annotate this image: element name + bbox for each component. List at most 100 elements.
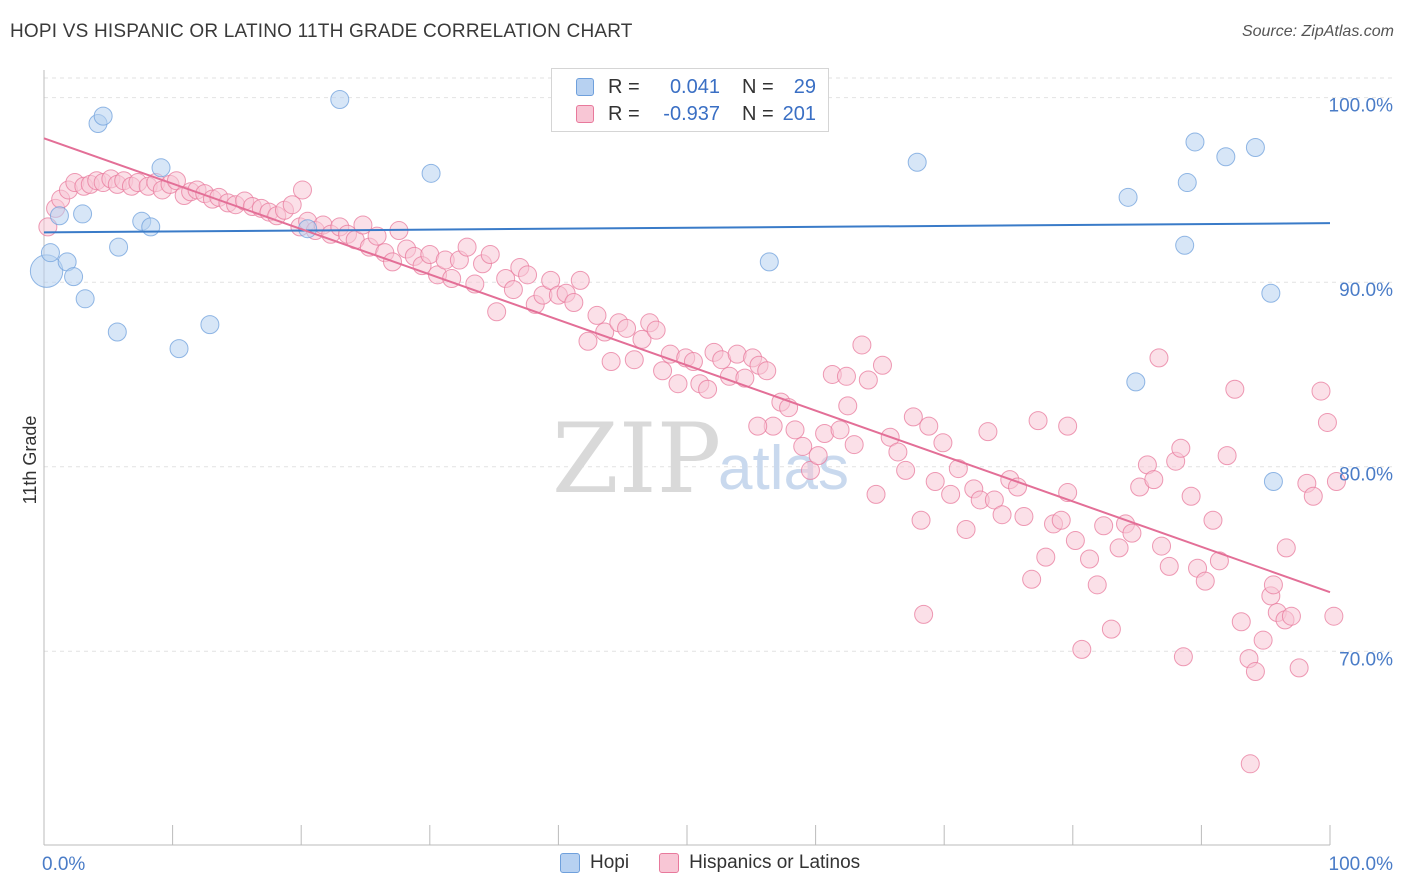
hispanic-point	[858, 370, 878, 390]
hopi-point	[759, 252, 779, 272]
hispanic-point	[956, 519, 976, 539]
hopi-point	[1245, 138, 1265, 157]
hispanic-point	[1217, 446, 1237, 466]
chart-title: HOPI VS HISPANIC OR LATINO 11TH GRADE CO…	[10, 21, 633, 42]
legend-item-hopi: Hopi	[560, 852, 629, 874]
y-tick-label: 80.0%	[1339, 465, 1393, 486]
hispanic-point	[1159, 556, 1179, 576]
hispanic-point	[1028, 411, 1048, 431]
hispanic-point	[1225, 379, 1245, 399]
series-legend: Hopi Hispanics or Latinos	[560, 852, 890, 874]
tick-labels: 70.0% 80.0% 90.0% 100.0% 0.0% 100.0%	[42, 96, 1393, 875]
hispanic-point	[367, 226, 387, 246]
hispanic-point	[518, 265, 538, 285]
hopi-point	[1263, 471, 1283, 491]
hispanic-point	[735, 368, 755, 388]
hispanic-point	[800, 460, 820, 480]
hopi-n-label: N =	[742, 75, 774, 98]
hispanic-point	[1058, 416, 1078, 436]
hopi-point	[1126, 372, 1146, 392]
hopi-trend-line	[43, 222, 1331, 234]
hispanic-point	[1022, 569, 1042, 589]
hopi-r-value: 0.041	[669, 75, 720, 98]
watermark-atlas: atlas	[718, 434, 849, 503]
hispanic-point	[992, 505, 1012, 525]
correlation-legend: R = 0.041 N = 29 R = -0.937 N = 201	[551, 68, 829, 132]
y-tick-label: 90.0%	[1339, 280, 1393, 301]
source-credit: Source: ZipAtlas.com	[1241, 23, 1394, 40]
hispanic-point	[1245, 662, 1265, 682]
hispanic-point	[292, 180, 312, 200]
hispanic-point	[282, 195, 302, 215]
hispanic-point	[457, 237, 477, 257]
hispanic-point	[564, 293, 584, 312]
hispanic-point	[624, 350, 644, 370]
hopi-point	[421, 163, 441, 183]
hispanic-point	[1195, 571, 1215, 591]
hopi-swatch	[576, 78, 594, 96]
hispanic-point	[844, 435, 864, 455]
hispanic-point	[1036, 547, 1056, 567]
hispanic-point	[1326, 471, 1346, 491]
hispanic-point	[903, 407, 923, 427]
hopi-r-label: R =	[608, 75, 640, 98]
hispanic-point	[1065, 531, 1085, 551]
hispanic-point	[487, 302, 507, 322]
hopi-point	[169, 339, 189, 359]
hispanic-point	[1203, 510, 1223, 530]
hopi-point	[907, 152, 927, 172]
hopi-point	[73, 204, 93, 224]
hopi-point	[1175, 235, 1195, 255]
hispanic-point	[1080, 549, 1100, 569]
hispanic-point	[1072, 639, 1092, 659]
hispanic-point	[888, 442, 908, 462]
hispanic-point	[1276, 538, 1296, 558]
hispanic-point	[1122, 523, 1142, 543]
hopi-point	[64, 267, 84, 287]
hopi-point	[151, 158, 171, 178]
hispanic-point	[617, 318, 637, 338]
hopi-point	[141, 217, 161, 237]
hispanic-point	[1317, 412, 1337, 432]
hopi-n-value: 29	[793, 75, 816, 98]
hispanic-point	[933, 433, 953, 453]
hispanic-point	[1149, 348, 1169, 368]
hopi-points	[29, 90, 1283, 491]
y-tick-label: 100.0%	[1329, 96, 1394, 117]
hispanic-point	[896, 460, 916, 480]
axes	[43, 70, 1331, 846]
x-tick-label-min: 0.0%	[42, 854, 85, 875]
hopi-point	[1261, 283, 1281, 303]
hispanic-point	[1101, 619, 1121, 639]
hispanic-point	[1152, 536, 1172, 556]
hispanic-point	[698, 379, 718, 399]
hispanic-point	[578, 331, 598, 351]
hispanic-point	[911, 510, 931, 530]
hispanic-point	[587, 305, 607, 325]
hispanic-point	[757, 361, 777, 381]
hispanic-point	[646, 320, 666, 340]
hispanic-point	[480, 245, 500, 265]
trend-lines	[43, 137, 1331, 594]
legend-row-hispanic: R = -0.937 N = 201	[576, 100, 816, 128]
hispanic-trend-line	[43, 137, 1331, 594]
hispanic-legend-label: Hispanics or Latinos	[689, 852, 861, 873]
hispanic-point	[1171, 438, 1191, 458]
hispanic-point	[1263, 575, 1283, 595]
hispanic-point	[1051, 510, 1071, 530]
hispanic-point	[866, 484, 886, 504]
hispanic-point	[919, 416, 939, 436]
hopi-point	[75, 289, 95, 309]
hispanic-point	[1253, 630, 1273, 650]
hopi-point	[109, 237, 129, 257]
hispanic-point	[984, 490, 1004, 510]
hispanic-point	[1311, 381, 1331, 401]
hispanic-point	[601, 352, 621, 372]
hispanic-point	[166, 171, 186, 191]
hopi-point	[1118, 187, 1138, 207]
hispanic-r-label: R =	[608, 102, 640, 125]
hispanic-point	[925, 471, 945, 491]
hispanic-point	[1181, 486, 1201, 506]
hispanic-legend-swatch	[659, 853, 680, 873]
